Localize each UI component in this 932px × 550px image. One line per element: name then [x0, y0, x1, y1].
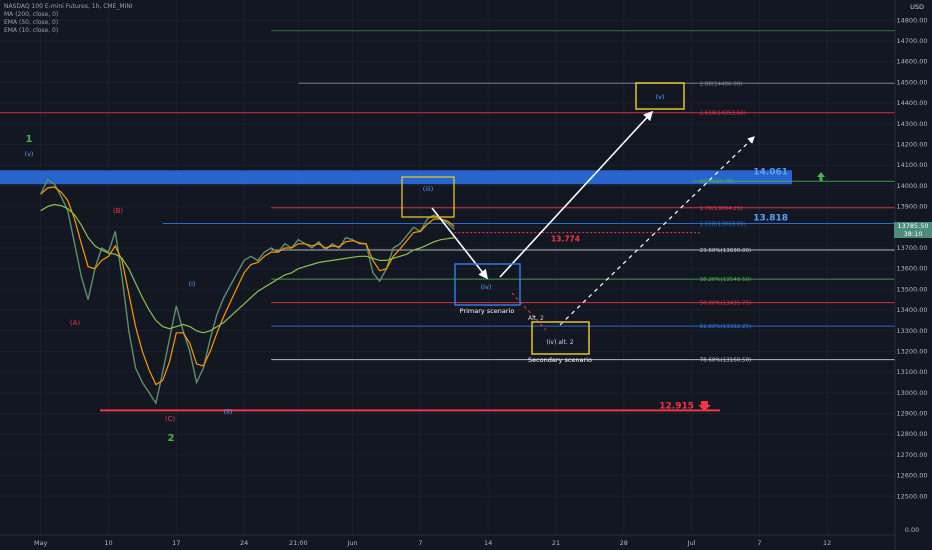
- y-tick-label: 12600.00: [896, 472, 927, 480]
- y-tick-label: 13500.00: [896, 285, 927, 293]
- x-tick-label: 28: [620, 539, 628, 547]
- y-tick-label: 13400.00: [896, 306, 927, 314]
- wave-iii-label: (iii): [423, 185, 434, 193]
- y-tick-label: 14300.00: [896, 120, 927, 128]
- x-tick-label: 14: [484, 539, 492, 547]
- scenario-paths: Alt. 2: [431, 110, 755, 331]
- price-axis[interactable]: 14800.00 14700.00 14600.00 14500.00 14400.00…: [894, 0, 928, 550]
- alt-path-down: [511, 292, 547, 331]
- level-13818-label: 13.818: [753, 214, 788, 224]
- resistance-label: 14.061: [753, 167, 788, 177]
- y-tick-label: 13200.00: [896, 347, 927, 355]
- y-tick-label: 13100.00: [896, 368, 927, 376]
- fib-level-label: 38.20%(13549.50): [700, 277, 752, 283]
- y-tick-label: 13300.00: [896, 327, 927, 335]
- y-tick-label: 14100.00: [896, 161, 927, 169]
- wave-labels: 1 2 (v) (A) (B) (C) (i) (ii) (iii) (iv) (v) (iv) al…: [25, 93, 665, 444]
- x-tick-label: 21:00: [289, 539, 308, 547]
- fib-level-label: 23.60%(13690.00): [700, 248, 752, 254]
- currency-label: USD: [910, 3, 924, 11]
- fib-level-label: 2(14022.75): [700, 179, 734, 185]
- legend-ema10: EMA (10, close, 0): [4, 27, 59, 34]
- y-tick-label: 12500.00: [896, 492, 927, 500]
- chart-legend: NASDAQ 100 E-mini Futures, 1h, CME_MINI …: [4, 3, 133, 35]
- fib-levels: 2.88(14496.00) 2.618(14353.50) 2(14022.75)…: [0, 81, 895, 412]
- price-series: [40, 178, 455, 405]
- y-tick-label: 13000.00: [896, 389, 927, 397]
- y-tick-label: 13700.00: [896, 244, 927, 252]
- wave-iii-box: [401, 176, 455, 218]
- time-axis[interactable]: May 10 17 24 21:00 Jun 7 14 21 28 Jul 7 12: [0, 534, 895, 547]
- series-line: [40, 203, 455, 334]
- support-label: 12.915: [659, 401, 694, 411]
- legend-title: NASDAQ 100 E-mini Futures, 1h, CME_MINI: [4, 3, 133, 10]
- scenario-boxes: [401, 82, 685, 355]
- y-tick-label: 13900.00: [896, 203, 927, 211]
- wave-iv-alt-label: (iv) alt. 2: [546, 339, 573, 346]
- wave-A-label: (A): [70, 319, 81, 327]
- x-tick-label: 21: [552, 539, 560, 547]
- last-price-badge: 13785.50 38:10: [894, 222, 932, 238]
- series-line: [40, 178, 455, 405]
- x-tick-label: Jun: [346, 539, 357, 547]
- fib-level-label: 1.618(13818.00): [700, 222, 746, 228]
- secondary-path-up: [559, 136, 755, 326]
- y-tick-label: 12900.00: [896, 410, 927, 418]
- x-tick-label: 10: [104, 539, 112, 547]
- arrow-down-icon: [698, 401, 711, 411]
- wave-i-label: (i): [189, 280, 196, 288]
- primary-path-up: [499, 110, 654, 278]
- x-tick-label: 7: [418, 539, 422, 547]
- x-tick-label: 7: [757, 539, 761, 547]
- x-tick-label: Jul: [687, 539, 696, 547]
- y-tick-label: 12700.00: [896, 451, 927, 459]
- wave-v-target-label: (v): [656, 93, 665, 101]
- wave-1-label: 1: [26, 134, 33, 145]
- y-tick-label-zero: 0.00: [905, 526, 919, 534]
- secondary-scenario-label: Secondary scenario: [528, 356, 592, 364]
- y-tick-label: 14500.00: [896, 78, 927, 86]
- fib-level-label: 1.78(13894.25): [700, 206, 743, 212]
- level-13774-label: 13.774: [551, 235, 580, 244]
- y-tick-label: 14400.00: [896, 99, 927, 107]
- resistance-band: [0, 170, 792, 185]
- x-tick-label: 12: [823, 539, 831, 547]
- wave-C-label: (C): [165, 415, 176, 423]
- y-tick-label: 13600.00: [896, 265, 927, 273]
- series-line: [40, 186, 455, 386]
- x-tick-label: 17: [172, 539, 180, 547]
- y-tick-label: 12800.00: [896, 430, 927, 438]
- countdown: 38:10: [903, 230, 923, 238]
- x-tick-label: May: [34, 539, 48, 547]
- wave-B-label: (B): [113, 207, 124, 215]
- wave-v-target-box: [635, 82, 685, 110]
- primary-scenario-label: Primary scenario: [460, 307, 515, 315]
- y-tick-label: 14600.00: [896, 58, 927, 66]
- x-tick-label: 24: [240, 539, 248, 547]
- y-tick-label: 14800.00: [896, 16, 927, 24]
- wave-ii-label: (ii): [224, 408, 233, 416]
- y-tick-label: 14000.00: [896, 182, 927, 190]
- fib-level-label: 2.618(14353.50): [700, 111, 746, 117]
- wave-2-label: 2: [168, 433, 175, 444]
- wave-iv-box: [454, 263, 521, 306]
- arrow-up-icon: [817, 172, 825, 181]
- chart-grid: [0, 0, 895, 535]
- legend-ema50: EMA (50, close, 0): [4, 19, 59, 26]
- fib-level-label: 78.60%(13160.50): [700, 358, 752, 364]
- fib-level-label: 50.00%(13435.75): [700, 301, 752, 307]
- fib-level-label: 61.80%(13322.25): [700, 324, 752, 330]
- wave-iv-label: (iv): [481, 283, 492, 291]
- fib-level-label: 2.88(14496.00): [700, 81, 743, 87]
- wave-iv-alt-box: [531, 321, 590, 355]
- legend-ma200: MA (200, close, 0): [4, 11, 59, 18]
- wave-v-top-label: (v): [25, 150, 34, 158]
- y-tick-label: 14200.00: [896, 141, 927, 149]
- resistance-zone: 14.061: [0, 30, 895, 185]
- alt-path-label: Alt. 2: [528, 315, 544, 322]
- y-tick-label: 14700.00: [896, 37, 927, 45]
- last-price: 13785.50: [897, 222, 929, 230]
- primary-path-down: [431, 207, 488, 280]
